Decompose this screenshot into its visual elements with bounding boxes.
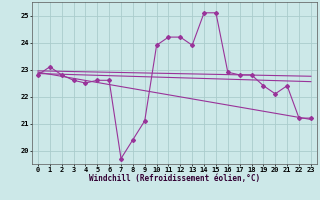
X-axis label: Windchill (Refroidissement éolien,°C): Windchill (Refroidissement éolien,°C) [89,174,260,183]
